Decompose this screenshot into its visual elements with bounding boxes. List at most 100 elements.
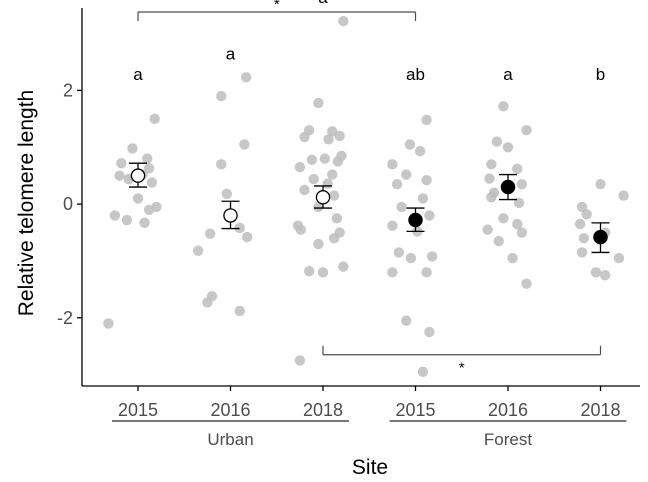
y-tick-label: 0: [63, 194, 73, 214]
raw-data-point: [114, 170, 125, 181]
raw-data-point: [116, 157, 127, 169]
axes-layer: -2 0 2 2015 2016 2018 2015 2016 2018 Urban Fores…: [57, 8, 640, 449]
raw-data-point: [308, 173, 319, 185]
significance-letter: ab: [406, 65, 425, 84]
mean-point: [408, 212, 423, 228]
raw-data-point: [313, 238, 324, 250]
raw-points-layer: [103, 15, 629, 377]
y-tick-label: -2: [57, 308, 73, 328]
mean-point: [500, 179, 516, 195]
raw-data-point: [516, 179, 528, 190]
y-ticks: -2 0 2: [57, 80, 82, 328]
raw-data-point: [421, 267, 432, 278]
raw-data-point: [294, 161, 306, 173]
raw-data-point: [599, 269, 611, 281]
raw-data-point: [486, 159, 497, 170]
site-group-label: Urban: [207, 430, 253, 449]
raw-data-point: [294, 355, 306, 366]
raw-data-point: [149, 113, 160, 125]
raw-data-point: [498, 213, 509, 224]
raw-data-point: [317, 267, 329, 278]
raw-data-point: [424, 326, 435, 338]
raw-data-point: [328, 233, 340, 244]
raw-data-point: [401, 169, 412, 180]
raw-data-point: [139, 217, 150, 229]
raw-data-point: [216, 90, 227, 102]
raw-data-point: [295, 224, 306, 235]
raw-data-point: [421, 175, 432, 186]
significance-letter: a: [226, 44, 236, 63]
raw-data-point: [319, 153, 331, 164]
raw-data-point: [327, 169, 338, 180]
mean-point: [593, 229, 608, 245]
raw-data-point: [618, 190, 629, 201]
error-bars-layer: [129, 162, 610, 254]
raw-data-point: [204, 228, 216, 239]
comparison-significance-star: *: [274, 0, 280, 13]
x-ticks: 2015 2016 2018 2015 2016 2018: [118, 386, 621, 420]
raw-data-point: [574, 218, 586, 230]
significance-letter: a: [503, 65, 513, 84]
mean-point: [130, 168, 146, 183]
raw-data-point: [516, 227, 528, 238]
x-tick-label: 2015: [118, 400, 158, 420]
raw-data-point: [313, 97, 324, 109]
site-group-label: Forest: [484, 430, 532, 449]
x-tick-label: 2016: [210, 400, 250, 420]
raw-data-point: [493, 235, 504, 247]
raw-data-point: [234, 222, 245, 234]
raw-data-point: [421, 114, 432, 126]
raw-data-point: [143, 163, 155, 174]
raw-data-point: [401, 315, 412, 326]
raw-data-point: [498, 101, 509, 112]
raw-data-point: [121, 214, 133, 226]
x-tick-label: 2018: [580, 400, 620, 420]
x-tick-label: 2015: [395, 400, 435, 420]
raw-data-point: [507, 252, 518, 264]
raw-data-point: [590, 267, 602, 278]
raw-data-point: [581, 209, 592, 220]
raw-data-point: [396, 201, 407, 213]
raw-data-point: [512, 218, 523, 230]
raw-data-point: [299, 131, 310, 143]
means-layer: [130, 168, 608, 245]
raw-data-point: [491, 136, 503, 147]
x-tick-label: 2018: [303, 400, 343, 420]
raw-data-point: [143, 204, 155, 215]
raw-data-point: [387, 159, 398, 170]
raw-data-point: [239, 139, 250, 150]
raw-data-point: [299, 184, 310, 196]
raw-data-point: [331, 213, 343, 224]
raw-data-point: [322, 178, 333, 189]
raw-data-point: [216, 159, 227, 170]
raw-data-point: [576, 247, 588, 258]
raw-data-point: [502, 142, 514, 153]
raw-data-point: [241, 72, 252, 83]
y-axis-title: Relative telomere length: [15, 90, 38, 316]
raw-data-point: [595, 179, 606, 190]
significance-letter: b: [596, 65, 605, 84]
site-groups: Urban Forest: [112, 420, 627, 449]
raw-data-point: [338, 15, 349, 27]
raw-data-point: [313, 201, 324, 213]
y-tick-label: 2: [63, 80, 73, 100]
mean-point: [223, 208, 238, 223]
raw-data-point: [521, 278, 532, 289]
raw-data-point: [404, 139, 416, 150]
raw-data-point: [613, 252, 625, 264]
raw-data-point: [482, 224, 493, 235]
raw-data-point: [109, 210, 121, 221]
raw-data-point: [221, 188, 232, 200]
raw-data-point: [414, 146, 426, 157]
raw-data-point: [417, 366, 429, 377]
raw-data-point: [405, 252, 417, 264]
raw-data-point: [146, 177, 158, 188]
raw-data-point: [332, 156, 343, 167]
raw-data-point: [424, 210, 435, 221]
raw-data-point: [484, 173, 495, 184]
raw-data-point: [338, 261, 349, 272]
raw-data-point: [393, 247, 405, 258]
raw-data-point: [417, 193, 429, 204]
raw-data-point: [127, 143, 138, 154]
